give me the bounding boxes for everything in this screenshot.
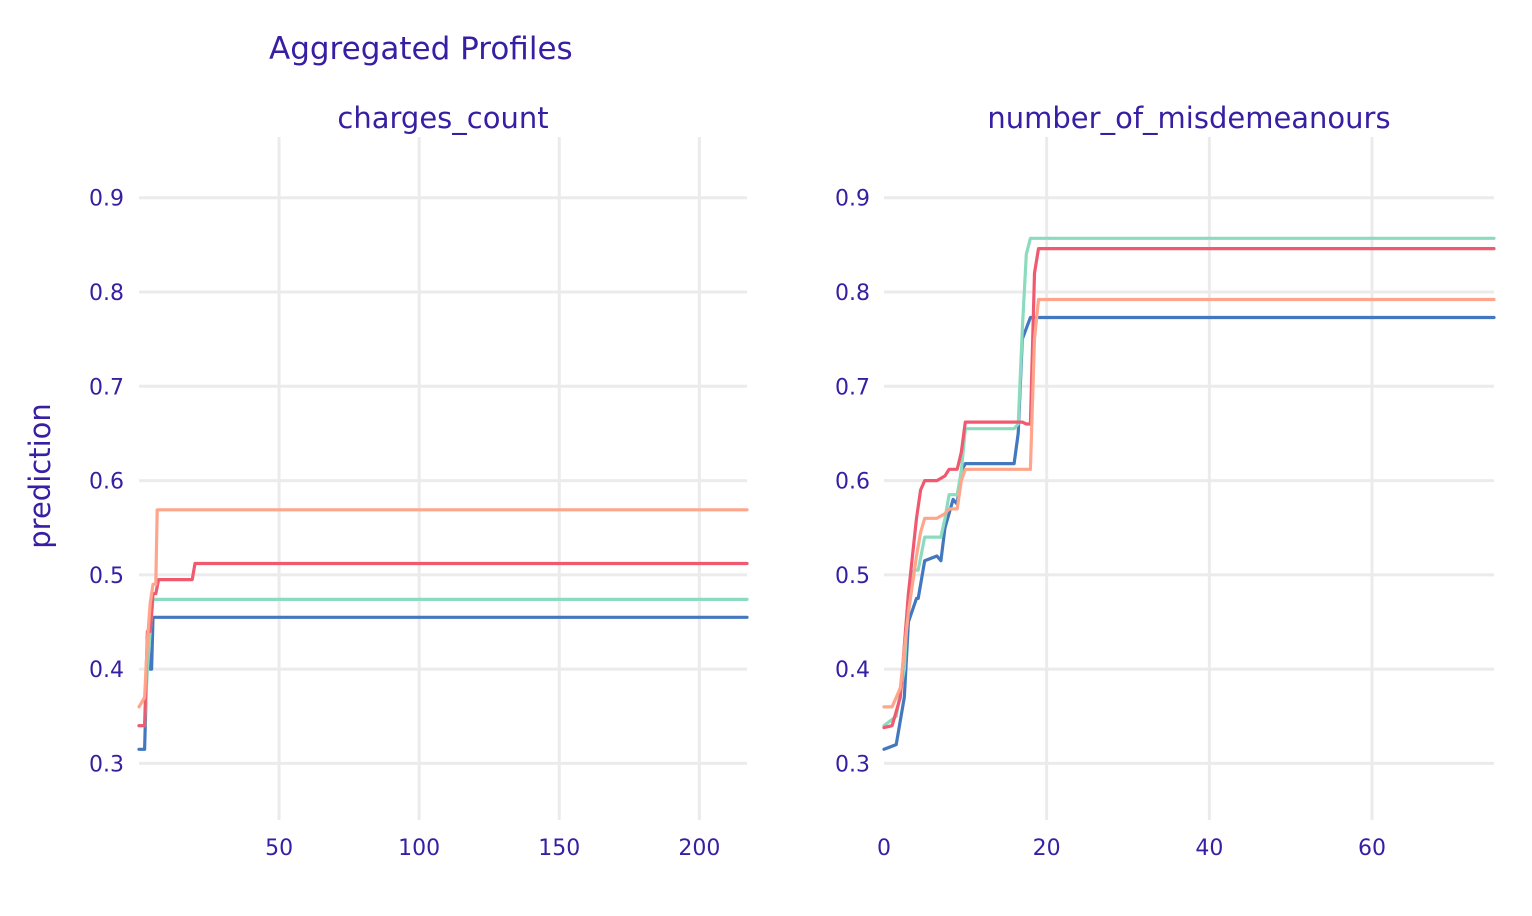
series-line-4 (137, 508, 749, 709)
y-tick-label: 0.6 (835, 470, 870, 495)
x-tick-label: 40 (1195, 836, 1223, 861)
panel-title-number-of-misdemeanours: number_of_misdemeanours (987, 101, 1390, 135)
series-line-4 (882, 297, 1496, 709)
y-tick-label: 0.6 (89, 470, 124, 495)
panel-title-charges-count: charges_count (337, 101, 548, 135)
y-tick-label: 0.8 (89, 281, 124, 306)
y-tick-label: 0.7 (835, 375, 870, 400)
x-tick-label: 200 (678, 836, 720, 861)
y-tick-label: 0.9 (835, 187, 870, 212)
x-tick-label: 60 (1358, 836, 1386, 861)
series-group-charges-count (137, 508, 749, 751)
y-tick-label: 0.7 (89, 375, 124, 400)
x-tick-label: 100 (398, 836, 440, 861)
gridlines-number-of-misdemeanours (884, 137, 1494, 820)
y-tick-label: 0.3 (835, 752, 870, 777)
x-tick-label: 150 (538, 836, 580, 861)
panel-charges-count: charges_count 0.3 0.4 0.5 0.6 0.7 0.8 0.9 50 10… (89, 101, 749, 861)
x-tick-label: 50 (265, 836, 293, 861)
series-line-3 (137, 561, 749, 728)
y-axis-label: prediction (23, 403, 57, 549)
y-tick-label: 0.5 (835, 564, 870, 589)
gridlines-charges-count (139, 137, 747, 820)
series-line-1 (882, 315, 1496, 751)
series-line-1 (137, 615, 749, 751)
x-tick-label: 0 (877, 836, 891, 861)
y-tick-label: 0.5 (89, 564, 124, 589)
y-tick-label: 0.4 (835, 658, 870, 683)
y-tick-label: 0.9 (89, 187, 124, 212)
series-line-3 (882, 247, 1496, 730)
y-tick-label: 0.3 (89, 752, 124, 777)
xtick-labels-number-of-misdemeanours: 0 20 40 60 (877, 836, 1386, 861)
y-tick-label: 0.8 (835, 281, 870, 306)
x-tick-label: 20 (1033, 836, 1061, 861)
ytick-labels-charges-count: 0.3 0.4 0.5 0.6 0.7 0.8 0.9 (89, 187, 124, 778)
chart-title: Aggregated Profiles (269, 31, 573, 67)
panel-number-of-misdemeanours: number_of_misdemeanours 0.30.40.50.60.70… (835, 101, 1496, 861)
ytick-labels-number-of-misdemeanours: 0.3 0.4 0.5 0.6 0.7 0.8 0.9 (835, 187, 870, 778)
series-group-number-of-misdemeanours (882, 236, 1496, 751)
y-tick-label: 0.4 (89, 658, 124, 683)
xtick-labels-charges-count: 50 100 150 200 (265, 836, 720, 861)
